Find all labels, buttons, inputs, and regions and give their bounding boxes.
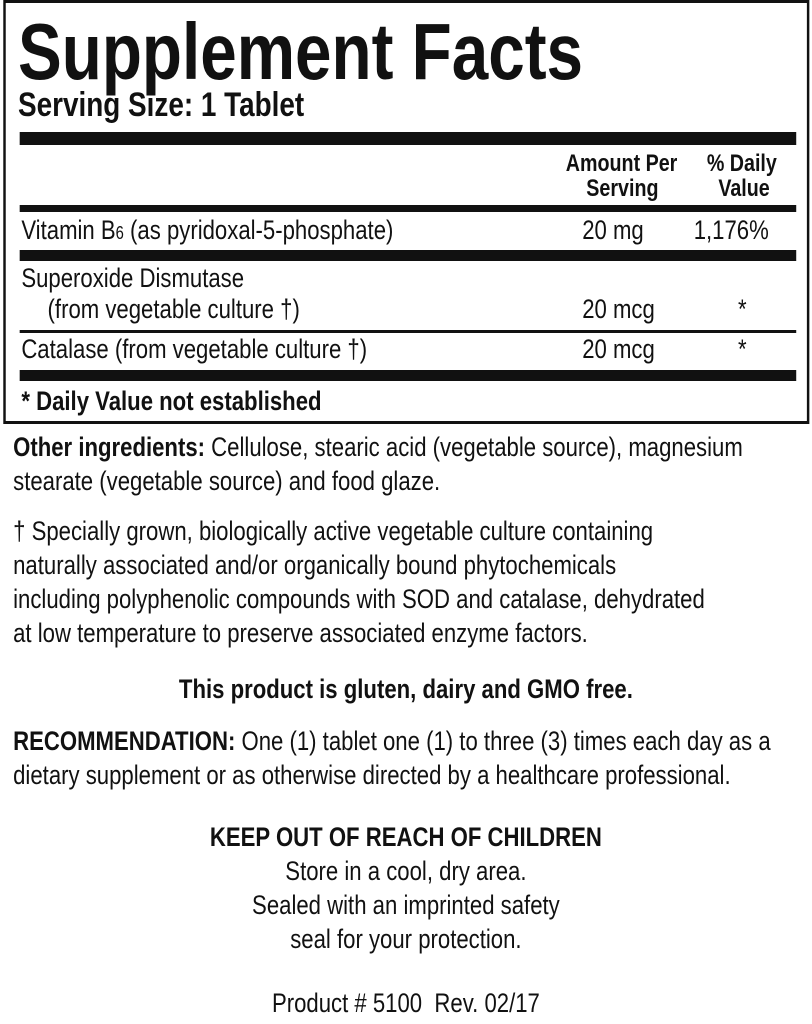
row-vitamin-b6-dv: 1,176% xyxy=(693,215,769,245)
free-statement: This product is gluten, dairy and GMO fr… xyxy=(178,674,633,704)
dagger-note-line: naturally associated and/or organically … xyxy=(13,550,617,580)
divider-thick xyxy=(19,132,797,145)
header-dv: % Daily xyxy=(706,150,777,177)
recommendation-label: RECOMMENDATION: xyxy=(13,726,236,756)
dagger-note-line: including polyphenolic compounds with SO… xyxy=(13,584,705,614)
daily-value-footnote: * Daily Value not established xyxy=(21,386,322,416)
header-serving: Serving xyxy=(586,175,659,202)
other-ingredients-line-1: Other ingredients: Cellulose, stearic ac… xyxy=(13,434,743,461)
recommendation-line-1: RECOMMENDATION: One (1) tablet one (1) t… xyxy=(13,728,771,755)
name-text: (as pyridoxal-5-phosphate) xyxy=(123,215,394,245)
storage-line: Sealed with an imprinted safety xyxy=(252,890,560,920)
recommendation-text: One (1) tablet one (1) to three (3) time… xyxy=(235,726,771,756)
recommendation-line-2: dietary supplement or as otherwise direc… xyxy=(13,760,731,790)
dagger-note-line: at low temperature to preserve associate… xyxy=(13,618,588,648)
other-ingredients-label: Other ingredients: xyxy=(13,432,206,462)
row-catalase-dv: * xyxy=(738,334,747,364)
serving-size: Serving Size: 1 Tablet xyxy=(18,86,305,124)
warning-title: KEEP OUT OF REACH OF CHILDREN xyxy=(209,822,602,852)
row-vitamin-b6-name: Vitamin B6 (as pyridoxal-5-phosphate) xyxy=(21,217,393,244)
subscript: 6 xyxy=(115,223,124,243)
row-sod-dv: * xyxy=(738,294,747,324)
row-vitamin-b6-amount: 20 mg xyxy=(582,215,644,245)
row-sod-source: (from vegetable culture †) xyxy=(47,294,300,324)
row-sod-name: Superoxide Dismutase xyxy=(21,263,245,293)
header-amount: Amount Per xyxy=(565,150,678,177)
product-number: Product # 5100 Rev. 02/17 xyxy=(271,988,540,1018)
storage-line: seal for your protection. xyxy=(290,924,522,954)
divider-thick xyxy=(19,370,797,381)
divider-medium xyxy=(19,205,797,212)
divider-thick xyxy=(19,250,797,261)
panel-title: Supplement Facts xyxy=(18,7,584,96)
header-value: Value xyxy=(718,175,770,202)
row-catalase-amount: 20 mcg xyxy=(582,334,655,364)
storage-line: Store in a cool, dry area. xyxy=(285,856,527,886)
row-catalase-name: Catalase (from vegetable culture †) xyxy=(21,334,368,364)
other-ingredients-line-2: stearate (vegetable source) and food gla… xyxy=(13,466,441,496)
other-ingredients-text: Cellulose, stearic acid (vegetable sourc… xyxy=(205,432,743,462)
dagger-note-line: † Specially grown, biologically active v… xyxy=(13,516,654,546)
name-text: Vitamin B xyxy=(21,215,116,245)
supplement-facts-panel xyxy=(3,0,810,424)
divider-thin xyxy=(19,330,797,333)
row-sod-amount: 20 mcg xyxy=(582,294,655,324)
